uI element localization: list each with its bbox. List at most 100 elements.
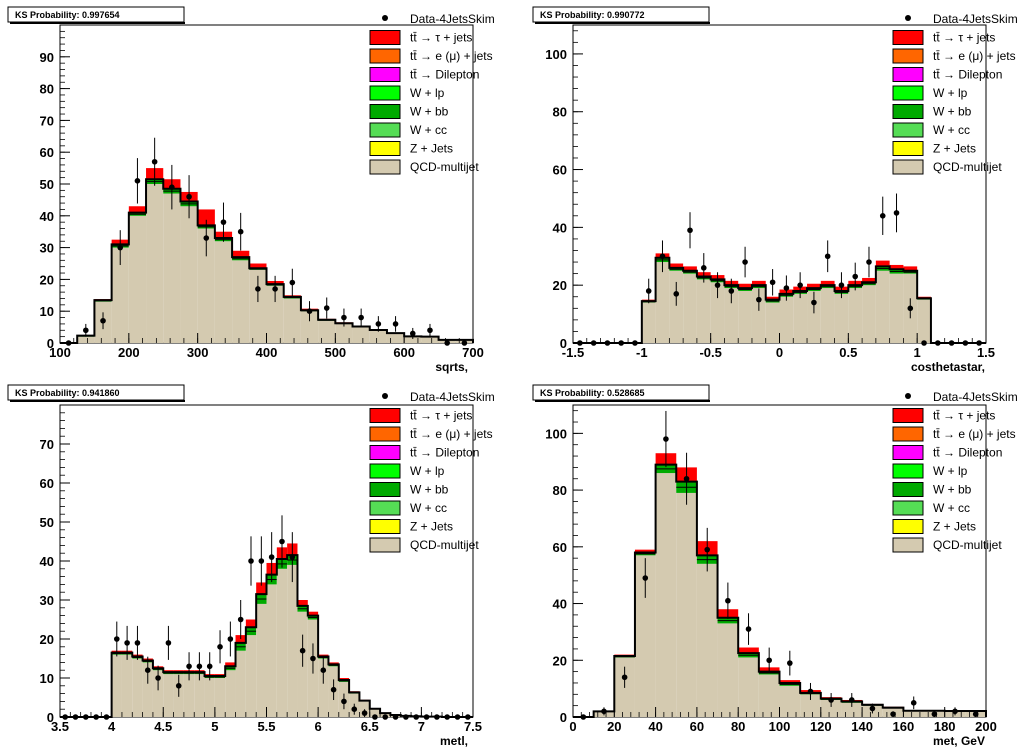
data-point xyxy=(72,714,79,720)
x-axis-label: met, GeV xyxy=(933,734,985,748)
legend-swatch xyxy=(369,30,401,45)
data-point xyxy=(756,296,762,303)
data-point xyxy=(866,259,872,265)
legend-label: tt̄ → e (μ) + jets xyxy=(933,427,1016,441)
data-point xyxy=(601,708,607,715)
qcd-bar xyxy=(318,658,329,717)
data-point xyxy=(93,714,99,720)
qcd-bar xyxy=(386,333,405,343)
legend-label: W + lp xyxy=(410,86,445,100)
ttbar-tau-bar xyxy=(779,680,801,683)
data-point xyxy=(330,686,337,693)
y-tick-label: 40 xyxy=(40,554,54,569)
data-point xyxy=(134,178,141,184)
x-tick-label: 400 xyxy=(256,345,278,360)
y-tick-label: 0 xyxy=(47,710,54,725)
legend-swatch xyxy=(892,445,924,460)
y-tick-label: 0 xyxy=(560,336,567,351)
y-tick-label: 60 xyxy=(40,145,54,160)
qcd-bar xyxy=(225,670,236,717)
qcd-bar xyxy=(180,206,198,343)
x-tick-label: 1 xyxy=(914,345,921,360)
chart-panel-1: 0 10 20 30 40 50 60 70 80 90 100 200 300 400 500 600 700… xyxy=(7,6,495,374)
qcd-bar xyxy=(111,247,129,343)
data-point xyxy=(413,714,420,720)
legend-label: W + bb xyxy=(410,105,449,119)
ttbar-tau-bar xyxy=(738,647,759,654)
qcd-bar xyxy=(717,623,739,717)
data-point xyxy=(869,705,876,712)
legend-label: Z + Jets xyxy=(410,520,453,534)
legend-label: Z + Jets xyxy=(933,520,976,534)
data-point xyxy=(604,340,611,346)
x-tick-label: 160 xyxy=(893,719,915,734)
data-point xyxy=(907,305,914,312)
qcd-bar xyxy=(820,699,842,717)
legend: Data-4JetsSkim tt̄ → τ + jets tt̄ → e (μ) … xyxy=(369,390,495,553)
data-point xyxy=(910,700,917,706)
legend-label: W + cc xyxy=(410,501,447,515)
ttbar-tau-bar xyxy=(249,263,267,269)
y-tick-label: 0 xyxy=(560,710,567,725)
qcd-bar xyxy=(183,674,195,717)
data-point xyxy=(351,706,358,712)
qcd-bar xyxy=(287,564,298,717)
qcd-bar xyxy=(634,555,656,717)
ttbar-tau-bar xyxy=(820,280,835,286)
data-point xyxy=(828,697,834,703)
qcd-bar xyxy=(132,658,143,717)
legend-label: Z + Jets xyxy=(933,142,976,156)
data-point xyxy=(580,714,587,720)
legend-label: tt̄ → τ + jets xyxy=(933,409,995,423)
y-tick-label: 70 xyxy=(40,437,54,452)
data-point xyxy=(465,714,471,720)
qcd-bar xyxy=(655,473,677,717)
qcd-bar xyxy=(404,336,422,343)
legend-label: QCD-multijet xyxy=(933,160,1002,174)
legend-marker-data xyxy=(382,393,388,399)
legend-label: tt̄ → τ + jets xyxy=(933,31,995,45)
x-tick-label: 6.5 xyxy=(361,719,379,734)
legend-swatch xyxy=(369,482,401,497)
data-point xyxy=(237,228,244,235)
legend-label: tt̄ → τ + jets xyxy=(410,31,472,45)
legend-swatch xyxy=(892,500,924,516)
data-point xyxy=(590,340,597,346)
data-point xyxy=(268,554,275,560)
x-tick-label: 700 xyxy=(462,345,484,360)
data-point xyxy=(824,253,831,260)
x-axis-label: metl, xyxy=(440,734,468,748)
data-point xyxy=(948,340,955,346)
qcd-bar xyxy=(758,674,780,717)
y-tick-label: 40 xyxy=(40,209,54,224)
data-point xyxy=(392,714,399,720)
legend-swatch xyxy=(892,30,924,45)
x-axis-label: costhetastar, xyxy=(911,360,985,374)
data-point xyxy=(372,714,378,720)
x-tick-label: -1.5 xyxy=(562,345,584,360)
qcd-bar xyxy=(152,670,164,717)
legend-swatch xyxy=(892,141,924,156)
qcd-bar xyxy=(421,336,439,343)
data-point xyxy=(714,282,721,288)
qcd-bar xyxy=(807,290,821,343)
legend-swatch xyxy=(369,159,401,175)
qcd-bar xyxy=(369,330,387,343)
x-tick-label: 500 xyxy=(324,345,346,360)
data-point xyxy=(838,282,845,288)
data-point xyxy=(227,636,234,642)
data-point xyxy=(890,711,896,717)
legend-label: QCD-multijet xyxy=(410,160,479,174)
legend-swatch xyxy=(892,48,924,64)
qcd-bar xyxy=(197,228,215,343)
data-point xyxy=(427,327,433,334)
data-point xyxy=(766,657,772,664)
data-point xyxy=(220,219,227,225)
ttbar-tau-bar xyxy=(225,662,236,667)
data-point xyxy=(117,244,124,251)
y-tick-label: 10 xyxy=(40,671,54,686)
x-tick-label: 140 xyxy=(851,719,873,734)
data-point xyxy=(155,675,161,681)
y-tick-label: 20 xyxy=(553,653,567,668)
ttbar-tau-bar xyxy=(128,206,147,213)
